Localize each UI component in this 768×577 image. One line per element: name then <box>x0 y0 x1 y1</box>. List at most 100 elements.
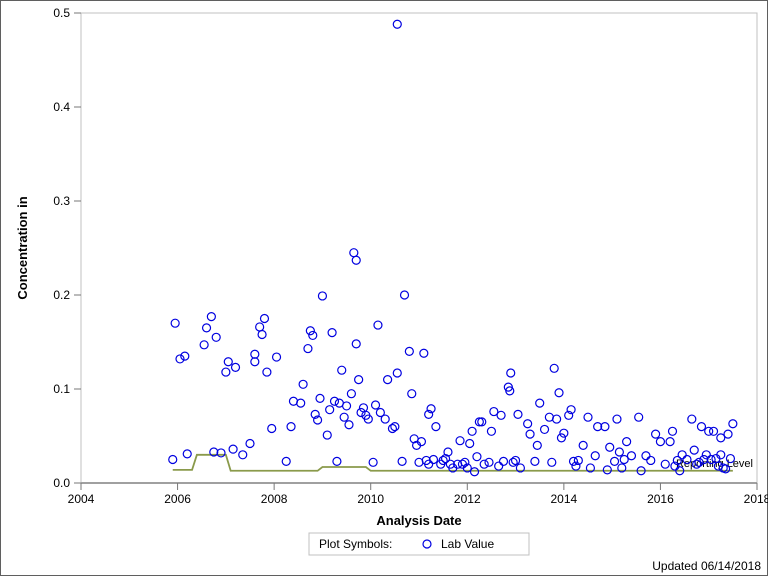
lab-value-point <box>512 456 520 464</box>
lab-value-point <box>323 431 331 439</box>
lab-value-point <box>710 427 718 435</box>
lab-value-point <box>666 438 674 446</box>
y-tick-label: 0.2 <box>53 288 70 302</box>
lab-value-point <box>384 376 392 384</box>
lab-value-point <box>642 452 650 460</box>
lab-value-point <box>553 415 561 423</box>
lab-value-point <box>514 410 522 418</box>
lab-value-point <box>557 434 565 442</box>
lab-value-point <box>606 443 614 451</box>
lab-value-point <box>282 457 290 465</box>
lab-value-point <box>207 313 215 321</box>
lab-value-point <box>497 411 505 419</box>
lab-value-point <box>393 20 401 28</box>
lab-value-point <box>359 404 367 412</box>
lab-value-point <box>372 401 380 409</box>
lab-value-point <box>369 458 377 466</box>
lab-value-point <box>381 415 389 423</box>
lab-value-point <box>611 457 619 465</box>
x-tick-label: 2006 <box>164 492 191 506</box>
x-tick-label: 2004 <box>68 492 95 506</box>
lab-value-point <box>579 441 587 449</box>
lab-value-point <box>318 292 326 300</box>
lab-value-point <box>224 358 232 366</box>
lab-value-point <box>495 462 503 470</box>
lab-value-point <box>500 457 508 465</box>
lab-value-point <box>169 456 177 464</box>
lab-value-point <box>391 423 399 431</box>
legend-item-label: Lab Value <box>441 537 494 551</box>
lab-value-point <box>388 424 396 432</box>
lab-value-point <box>309 331 317 339</box>
lab-value-point <box>627 452 635 460</box>
lab-value-point <box>316 394 324 402</box>
y-tick-label: 0.4 <box>53 100 70 114</box>
legend-title: Plot Symbols: <box>319 537 392 551</box>
lab-value-point <box>251 350 259 358</box>
lab-value-point <box>507 369 515 377</box>
lab-value-point <box>480 460 488 468</box>
chart-svg: 200420062008201020122014201620180.00.10.… <box>1 1 768 577</box>
lab-value-point <box>724 430 732 438</box>
lab-value-point <box>471 468 479 476</box>
y-tick-label: 0.0 <box>53 476 70 490</box>
lab-value-point <box>326 406 334 414</box>
lab-value-point <box>526 430 534 438</box>
lab-value-point <box>374 321 382 329</box>
lab-value-point <box>355 376 363 384</box>
lab-value-point <box>297 399 305 407</box>
lab-value-point <box>432 423 440 431</box>
lab-value-point <box>304 345 312 353</box>
lab-value-point <box>405 347 413 355</box>
lab-value-point <box>408 390 416 398</box>
y-tick-label: 0.3 <box>53 194 70 208</box>
x-tick-label: 2016 <box>647 492 674 506</box>
lab-value-point <box>345 421 353 429</box>
lab-value-point <box>690 446 698 454</box>
lab-value-point <box>338 366 346 374</box>
lab-value-point <box>333 457 341 465</box>
lab-value-point <box>268 424 276 432</box>
lab-value-point <box>287 423 295 431</box>
lab-value-point <box>560 429 568 437</box>
lab-value-point <box>258 330 266 338</box>
lab-value-point <box>485 458 493 466</box>
lab-value-point <box>688 415 696 423</box>
plot-area <box>81 13 757 483</box>
lab-value-point <box>524 420 532 428</box>
lab-value-point <box>232 363 240 371</box>
lab-value-point <box>473 453 481 461</box>
lab-value-point <box>260 315 268 323</box>
y-axis-label: Concentration in <box>15 196 30 299</box>
lab-value-point <box>468 427 476 435</box>
lab-value-point <box>533 441 541 449</box>
x-axis-label: Analysis Date <box>376 513 461 528</box>
lab-value-point <box>531 457 539 465</box>
lab-value-point <box>273 353 281 361</box>
lab-value-point <box>661 460 669 468</box>
lab-value-point <box>647 456 655 464</box>
lab-value-point <box>256 323 264 331</box>
lab-value-point <box>350 249 358 257</box>
lab-value-point <box>613 415 621 423</box>
lab-value-point <box>550 364 558 372</box>
lab-value-point <box>401 291 409 299</box>
lab-value-point <box>200 341 208 349</box>
x-tick-label: 2014 <box>551 492 578 506</box>
lab-value-point <box>656 438 664 446</box>
lab-value-point <box>246 440 254 448</box>
chart-frame: 200420062008201020122014201620180.00.10.… <box>0 0 768 576</box>
lab-value-point <box>591 452 599 460</box>
lab-value-point <box>635 413 643 421</box>
x-tick-label: 2012 <box>454 492 481 506</box>
lab-value-point <box>229 445 237 453</box>
lab-value-point <box>466 440 474 448</box>
lab-value-point <box>420 349 428 357</box>
lab-value-point <box>541 425 549 433</box>
lab-value-point <box>222 368 230 376</box>
lab-value-point <box>352 340 360 348</box>
lab-value-point <box>299 380 307 388</box>
lab-value-point <box>328 329 336 337</box>
lab-value-point <box>487 427 495 435</box>
lab-value-point <box>183 450 191 458</box>
